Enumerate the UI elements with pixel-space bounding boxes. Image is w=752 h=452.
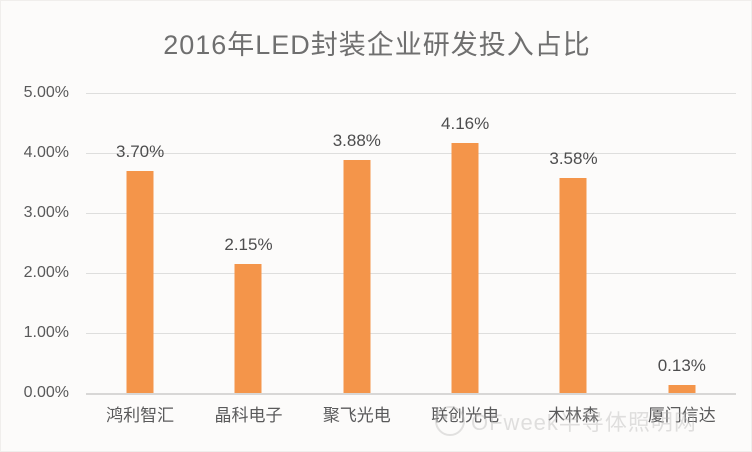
y-axis-tick-label: 2.00% <box>23 264 69 281</box>
bar-value-label: 4.16% <box>441 114 490 134</box>
x-axis-category-label: 晶科电子 <box>214 406 283 425</box>
bar[interactable] <box>668 385 696 393</box>
bar-slot: 3.58% <box>519 93 627 393</box>
x-axis-category-label: 聚飞光电 <box>322 406 391 425</box>
y-axis-tick-label: 0.00% <box>23 384 69 401</box>
x-axis: 鸿利智汇 晶科电子 聚飞光电 联创光电 木林森 厦门信达 <box>86 401 736 435</box>
gridline <box>86 333 736 334</box>
bar-value-label: 3.70% <box>116 142 165 161</box>
bar-slot: 0.13% <box>628 93 736 393</box>
bar-value-label: 0.13% <box>657 356 706 376</box>
bar-slot: 3.88% <box>303 93 411 393</box>
x-axis-category-label: 厦门信达 <box>647 406 716 425</box>
chart-title: 2016年LED封装企业研发投入占比 <box>163 30 591 60</box>
bar-slot: 4.16% <box>411 93 519 393</box>
bar-value-label: 3.58% <box>549 149 598 169</box>
gridline <box>86 273 736 274</box>
y-axis: 5.00% 4.00% 3.00% 2.00% 1.00% 0.00% <box>1 84 79 401</box>
y-axis-tick-label: 5.00% <box>23 84 69 101</box>
x-axis-category-label: 木林森 <box>547 406 599 425</box>
bar-slot: 2.15% <box>194 93 302 393</box>
bar[interactable] <box>559 178 587 393</box>
bar[interactable] <box>126 171 154 393</box>
y-axis-tick-label: 3.00% <box>23 204 69 221</box>
gridline <box>86 93 736 94</box>
y-axis-tick-label: 4.00% <box>23 144 69 161</box>
gridline <box>86 153 736 154</box>
bar-slot: 3.70% <box>86 93 194 393</box>
x-axis-category-label: 联创光电 <box>431 406 500 425</box>
bar-value-label: 2.15% <box>224 235 273 254</box>
bar-value-label: 3.88% <box>332 131 381 151</box>
plot-area: 3.70% 2.15% 3.88% 4.16% 3.58% 0.13% <box>86 93 736 395</box>
axis-baseline <box>86 393 736 395</box>
y-axis-tick-label: 1.00% <box>23 324 69 341</box>
x-axis-category-label: 鸿利智汇 <box>106 406 175 425</box>
gridline <box>86 213 736 214</box>
bar[interactable] <box>451 143 479 393</box>
bar[interactable] <box>343 160 371 393</box>
bar[interactable] <box>234 264 262 393</box>
